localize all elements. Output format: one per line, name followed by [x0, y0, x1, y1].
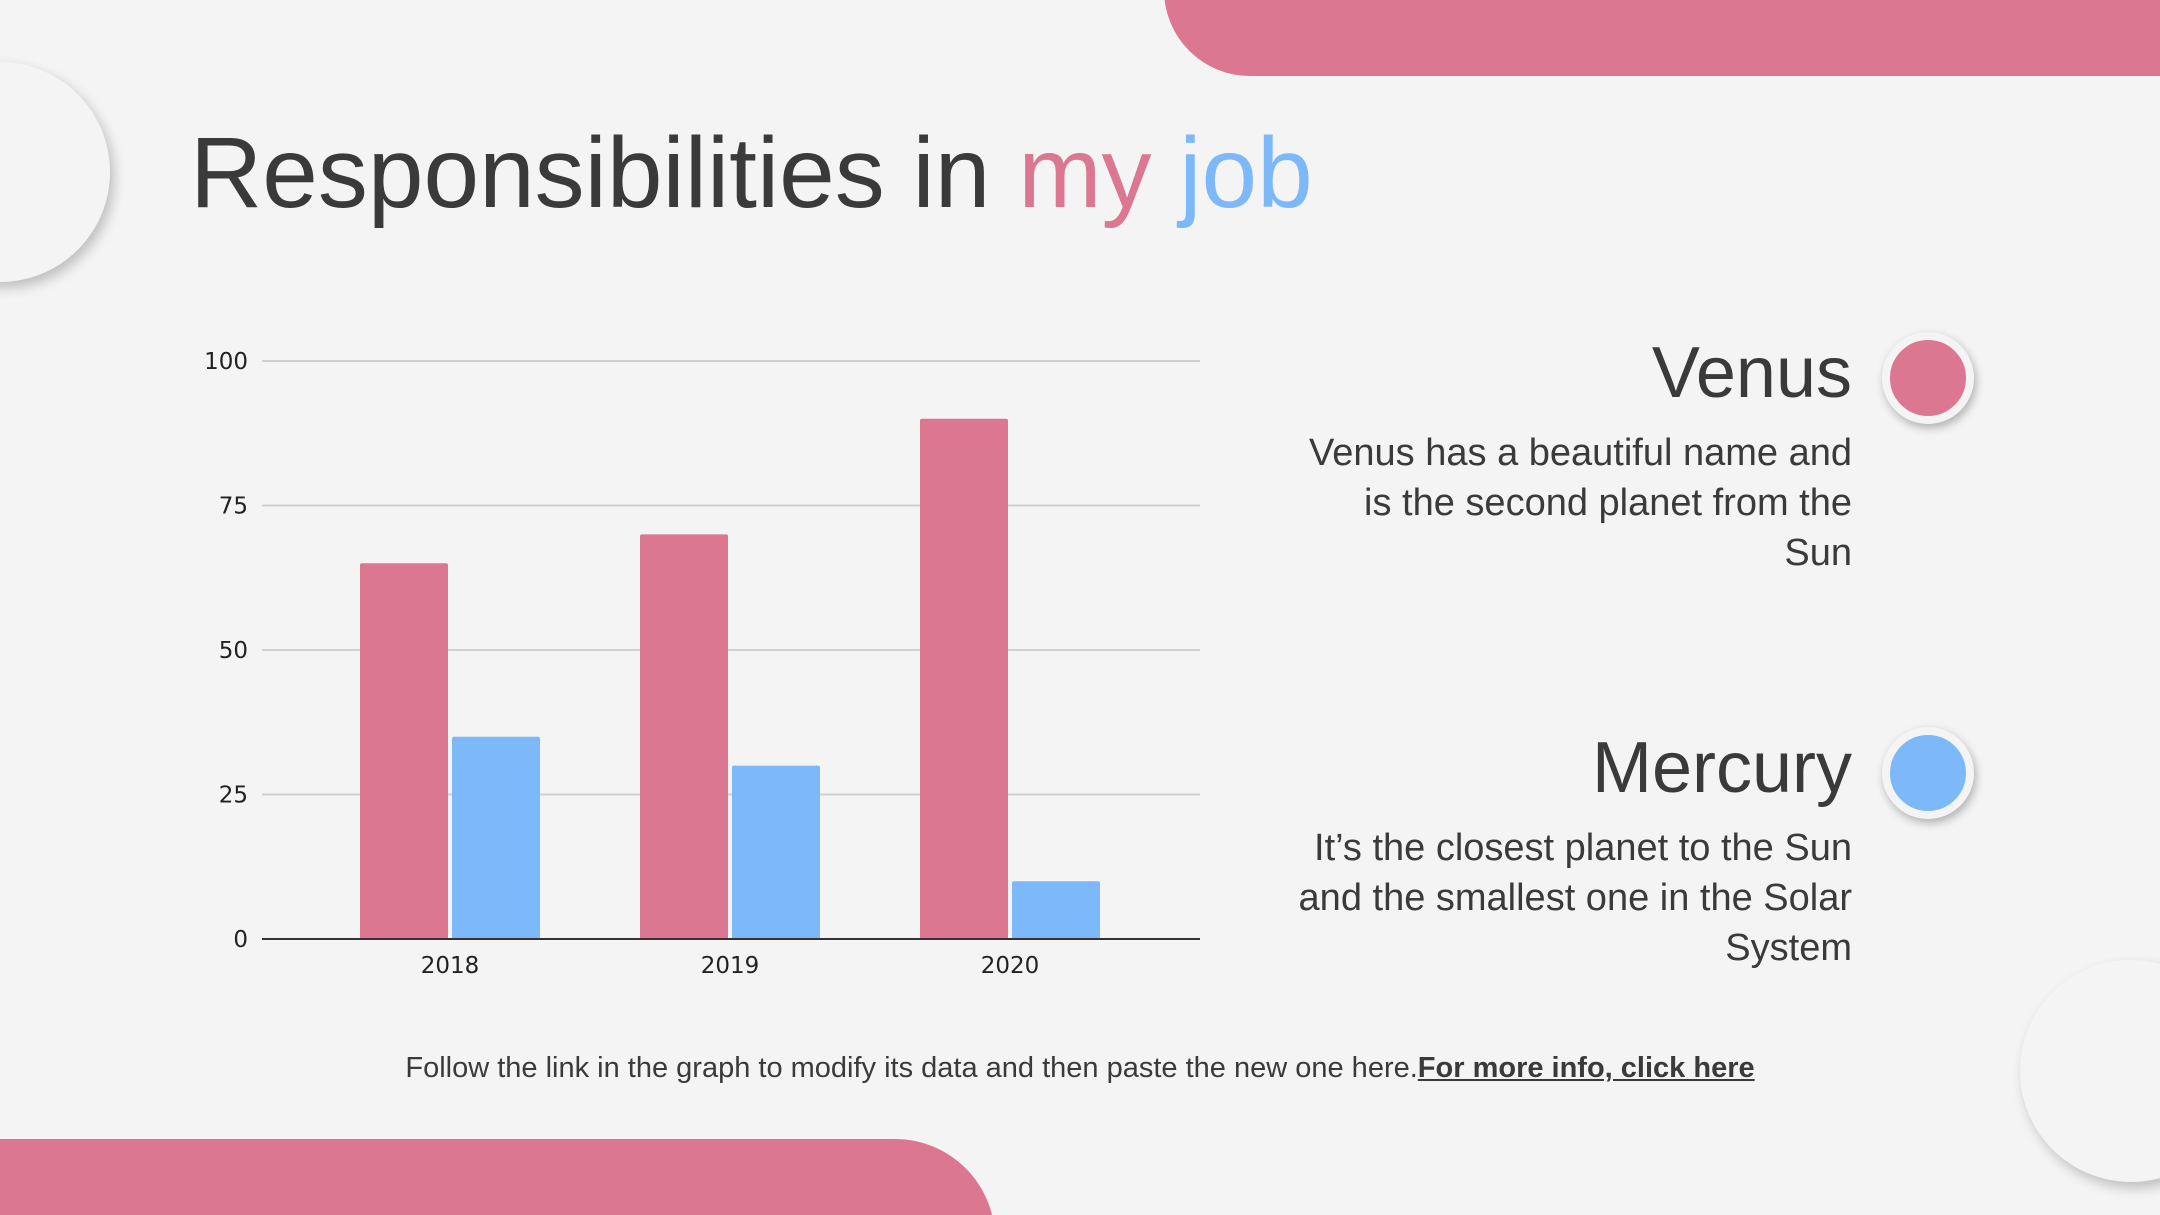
page-title: Responsibilities in my job — [190, 108, 1313, 238]
y-tick-label-4: 100 — [204, 349, 248, 375]
decor-circle-left — [0, 62, 110, 282]
y-tick-label-2: 50 — [219, 638, 248, 664]
bar-venus-2019 — [640, 534, 728, 939]
chart-x-ticks: 2018 2019 2020 — [421, 953, 1040, 979]
x-tick-label-2020: 2020 — [981, 953, 1040, 979]
legend-desc-mercury: It’s the closest planet to the Sun and t… — [1298, 827, 1852, 969]
bar-mercury-2020 — [1012, 881, 1100, 939]
bottom-decor-band — [0, 1139, 995, 1215]
bar-venus-2018 — [360, 563, 448, 939]
y-tick-label-3: 75 — [219, 494, 248, 520]
bar-chart[interactable]: 0 25 50 75 100 2018 2019 2020 — [180, 330, 1230, 990]
legend-desc-venus: Venus has a beautiful name and is the se… — [1309, 432, 1852, 574]
x-tick-label-2019: 2019 — [701, 953, 760, 979]
chart-bars — [360, 418, 1100, 939]
legend-dot-venus — [1882, 332, 1974, 424]
bar-venus-2020 — [920, 418, 1008, 939]
bar-mercury-2018 — [452, 736, 540, 939]
legend-dot-mercury — [1882, 727, 1974, 819]
legend-title-venus: Venus — [1651, 333, 1852, 413]
y-tick-label-1: 25 — [219, 783, 248, 809]
x-tick-label-2018: 2018 — [421, 953, 480, 979]
more-info-link[interactable]: For more info, click here — [1417, 1052, 1755, 1084]
footer-note: Follow the link in the graph to modify i… — [0, 1052, 2160, 1085]
top-decor-band — [1164, 0, 2160, 76]
bar-mercury-2019 — [732, 765, 820, 939]
chart-y-ticks: 0 25 50 75 100 — [204, 349, 248, 953]
y-tick-label-0: 0 — [233, 927, 248, 953]
legend-title-mercury: Mercury — [1591, 728, 1852, 808]
title-part-2: my — [1018, 117, 1152, 229]
title-part-3: job — [1151, 117, 1313, 229]
title-part-1: Responsibilities in — [190, 117, 1019, 229]
footer-text: Follow the link in the graph to modify i… — [405, 1052, 1418, 1084]
